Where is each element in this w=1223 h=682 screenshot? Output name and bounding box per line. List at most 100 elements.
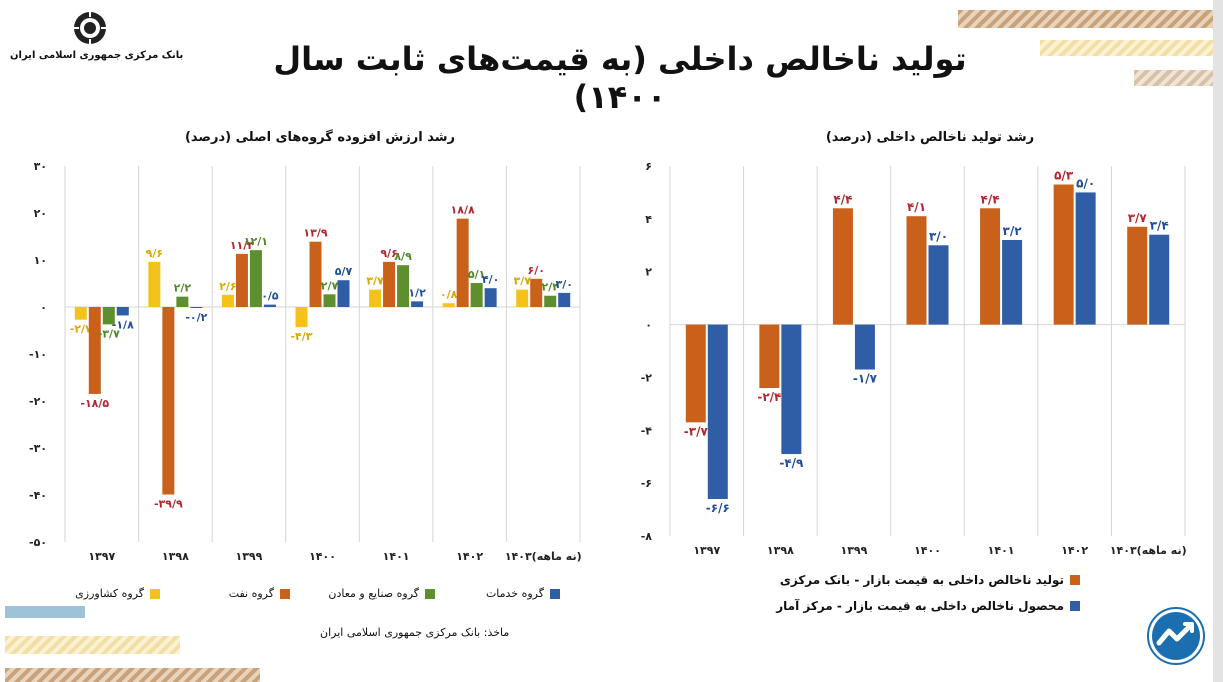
legend-label-industry: گروه صنایع و معادن: [328, 587, 419, 600]
data-label: ۸/۹: [394, 250, 412, 263]
legend-label-services: گروه خدمات: [485, 587, 544, 600]
data-label: -۲/۷: [70, 323, 92, 336]
y-tick-label: -۴۰: [29, 489, 47, 502]
y-tick-label: ۲: [645, 266, 652, 279]
bar-left-s2-c0: [102, 307, 115, 325]
legend-item-oil: گروه نفت: [229, 587, 290, 600]
logo-text: بانک مرکزی جمهوری اسلامی ایران: [10, 50, 184, 61]
data-label: ۳/۲: [1003, 224, 1023, 238]
bar-right-s0-c6: [1127, 226, 1148, 325]
bar-right-s0-c0: [685, 324, 706, 423]
legend-item-industry: گروه صنایع و معادن: [328, 587, 435, 600]
bar-right-s0-c3: [906, 216, 927, 325]
bar-left-s2-c6: [544, 295, 557, 307]
data-label: -۴/۳: [290, 330, 312, 343]
x-tick-label: ۱۴۰۲: [456, 550, 483, 563]
bar-left-s3-c4: [411, 301, 424, 307]
bar-left-s0-c0: [74, 307, 87, 320]
data-label: ۵/۰: [1076, 176, 1095, 190]
central-bank-logo: بانک مرکزی جمهوری اسلامی ایران: [10, 10, 184, 61]
data-label: -۳۹/۹: [154, 498, 183, 511]
legend-label-sci-gdp: محصول ناخالص داخلی به قیمت بازار - مرکز …: [776, 599, 1064, 613]
bar-left-s2-c3: [323, 294, 336, 307]
y-tick-label: -۴: [641, 424, 653, 437]
decorative-band-top-right: [958, 10, 1213, 28]
x-tick-label: ۱۳۹۸: [767, 544, 794, 557]
data-label: -۶/۶: [706, 501, 730, 515]
data-label: ۴/۴: [833, 192, 852, 206]
decorative-band-bottom-left-2: [5, 636, 180, 654]
bar-left-s0-c2: [221, 294, 234, 307]
decorative-band-top-right-2: [1040, 40, 1213, 56]
data-label: ۳/۷: [1128, 211, 1148, 225]
data-label: ۱۲/۱: [244, 235, 268, 248]
legend-label-agriculture: گروه کشاورزی: [75, 587, 144, 600]
x-tick-label: ۱۳۹۹: [840, 544, 867, 557]
y-tick-label: -۲۰: [29, 395, 47, 408]
data-label: ۳/۷: [513, 275, 531, 288]
bar-left-s3-c0: [116, 307, 129, 316]
data-label: -۴/۹: [779, 456, 804, 470]
y-tick-label: -۸: [641, 530, 653, 543]
x-tick-label: ۱۴۰۳(نه ماهه): [1110, 544, 1187, 557]
legend-swatch-cbi-gdp: [1070, 575, 1080, 585]
data-label: ۰/۵: [261, 290, 279, 303]
bar-left-s0-c1: [148, 261, 161, 307]
data-label: ۱۸/۸: [451, 204, 475, 217]
right-chart-title: رشد تولید ناخالص داخلی (درصد): [825, 130, 1035, 145]
x-tick-label: ۱۳۹۸: [162, 550, 189, 563]
data-label: ۵/۱: [468, 268, 485, 281]
data-label: ۳/۰: [555, 278, 572, 291]
data-label: ۵/۳: [1054, 169, 1074, 183]
central-bank-emblem-icon: [74, 12, 106, 44]
legend-swatch-oil: [280, 588, 290, 599]
bar-right-s1-c3: [928, 245, 949, 325]
y-tick-label: ۴: [645, 213, 652, 226]
x-tick-label: ۱۳۹۷: [693, 544, 720, 557]
data-label: ۱۳/۹: [303, 227, 327, 240]
data-label: -۰/۲: [185, 311, 207, 324]
bar-left-s1-c3: [309, 241, 322, 307]
bar-left-s3-c1: [190, 307, 203, 308]
bar-right-s1-c4: [1002, 240, 1023, 325]
page-title: تولید ناخالص داخلی (به قیمت‌های ثابت سال…: [273, 40, 967, 116]
data-label: ۴/۴: [981, 192, 1000, 206]
data-label: -۳/۷: [98, 327, 120, 340]
data-label: ۲/۴: [541, 281, 559, 294]
bar-right-s0-c4: [980, 208, 1001, 325]
x-tick-label: ۱۴۰۱: [988, 544, 1015, 557]
data-label: ۶/۰: [527, 264, 544, 277]
x-tick-label: ۱۳۹۷: [88, 550, 115, 563]
bar-right-s0-c1: [759, 324, 780, 388]
data-label: ۳/۰: [929, 229, 948, 243]
bar-right-s0-c5: [1053, 184, 1074, 325]
legend-swatch-agriculture: [150, 588, 160, 599]
bar-left-s3-c6: [558, 292, 571, 307]
bar-left-s0-c3: [295, 307, 308, 328]
legend-label-cbi-gdp: تولید ناخالص داخلی به قیمت بازار - بانک …: [779, 573, 1064, 587]
y-tick-label: -۶: [641, 477, 652, 490]
bar-right-s1-c0: [707, 324, 728, 499]
bar-right-s0-c2: [832, 208, 853, 325]
bar-left-s1-c1: [162, 307, 175, 495]
y-tick-label: -۵۰: [29, 536, 47, 549]
legend-item-agriculture: گروه کشاورزی: [75, 587, 160, 600]
data-label: ۳/۴: [1150, 219, 1169, 233]
y-tick-label: ۱۰: [34, 254, 47, 267]
bar-left-s3-c5: [484, 288, 497, 307]
bar-left-s0-c5: [442, 303, 455, 307]
data-label: -۱/۷: [853, 372, 878, 386]
legend-swatch-sci-gdp: [1070, 601, 1080, 611]
bar-right-s1-c6: [1149, 234, 1170, 325]
bar-left-s0-c6: [516, 289, 529, 307]
data-label: ۳/۷: [366, 275, 384, 288]
y-tick-label: ۰: [40, 301, 47, 314]
x-tick-label: ۱۴۰۳(نه ماهه): [505, 550, 582, 563]
page-right-edge: [1213, 0, 1223, 682]
left-chart-legend: گروه کشاورزی گروه نفت گروه صنایع و معادن…: [60, 587, 560, 607]
data-label: ۴/۰: [482, 273, 499, 286]
legend-item-services: گروه خدمات: [486, 587, 560, 600]
x-tick-label: ۱۴۰۰: [309, 550, 336, 563]
y-tick-label: -۲: [641, 371, 653, 384]
data-label: ۱/۲: [408, 286, 426, 299]
